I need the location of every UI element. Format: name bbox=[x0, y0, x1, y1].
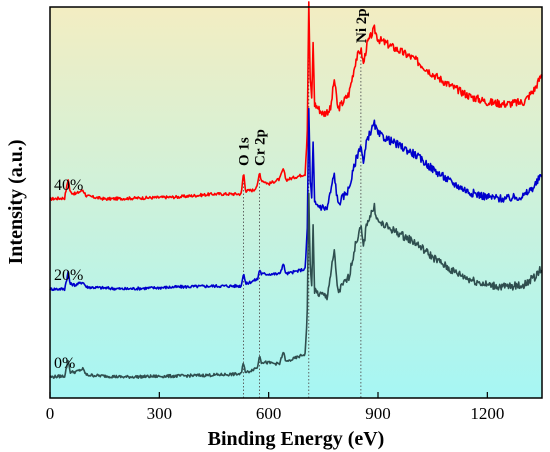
x-axis-ticks: 0 300 600 900 1200 bbox=[46, 392, 504, 423]
peak-label-0: O 1s bbox=[237, 137, 253, 166]
series-label-0: 40% bbox=[54, 177, 83, 194]
x-tick-label-3: 900 bbox=[365, 404, 391, 423]
series-lines bbox=[49, 1, 543, 380]
x-tick-label-2: 600 bbox=[256, 404, 282, 423]
series-line-0 bbox=[49, 1, 543, 201]
x-tick-label-1: 300 bbox=[147, 404, 173, 423]
series-label-1: 20% bbox=[54, 267, 83, 284]
x-tick-label-4: 1200 bbox=[470, 404, 504, 423]
series-labels: 40% 20% 0% bbox=[54, 177, 83, 372]
plot-area bbox=[50, 7, 542, 398]
peak-label-1: Cr 2p bbox=[253, 129, 269, 166]
x-tick-label-0: 0 bbox=[46, 404, 55, 423]
peak-label-3: Ni 2p bbox=[354, 8, 370, 43]
series-label-2: 0% bbox=[54, 355, 75, 372]
series-line-2 bbox=[49, 192, 543, 380]
y-axis-title: Intensity (a.u.) bbox=[5, 139, 27, 264]
plot-frame bbox=[49, 6, 543, 399]
series-line-1 bbox=[49, 107, 543, 292]
x-axis-title: Binding Energy (eV) bbox=[208, 428, 385, 450]
